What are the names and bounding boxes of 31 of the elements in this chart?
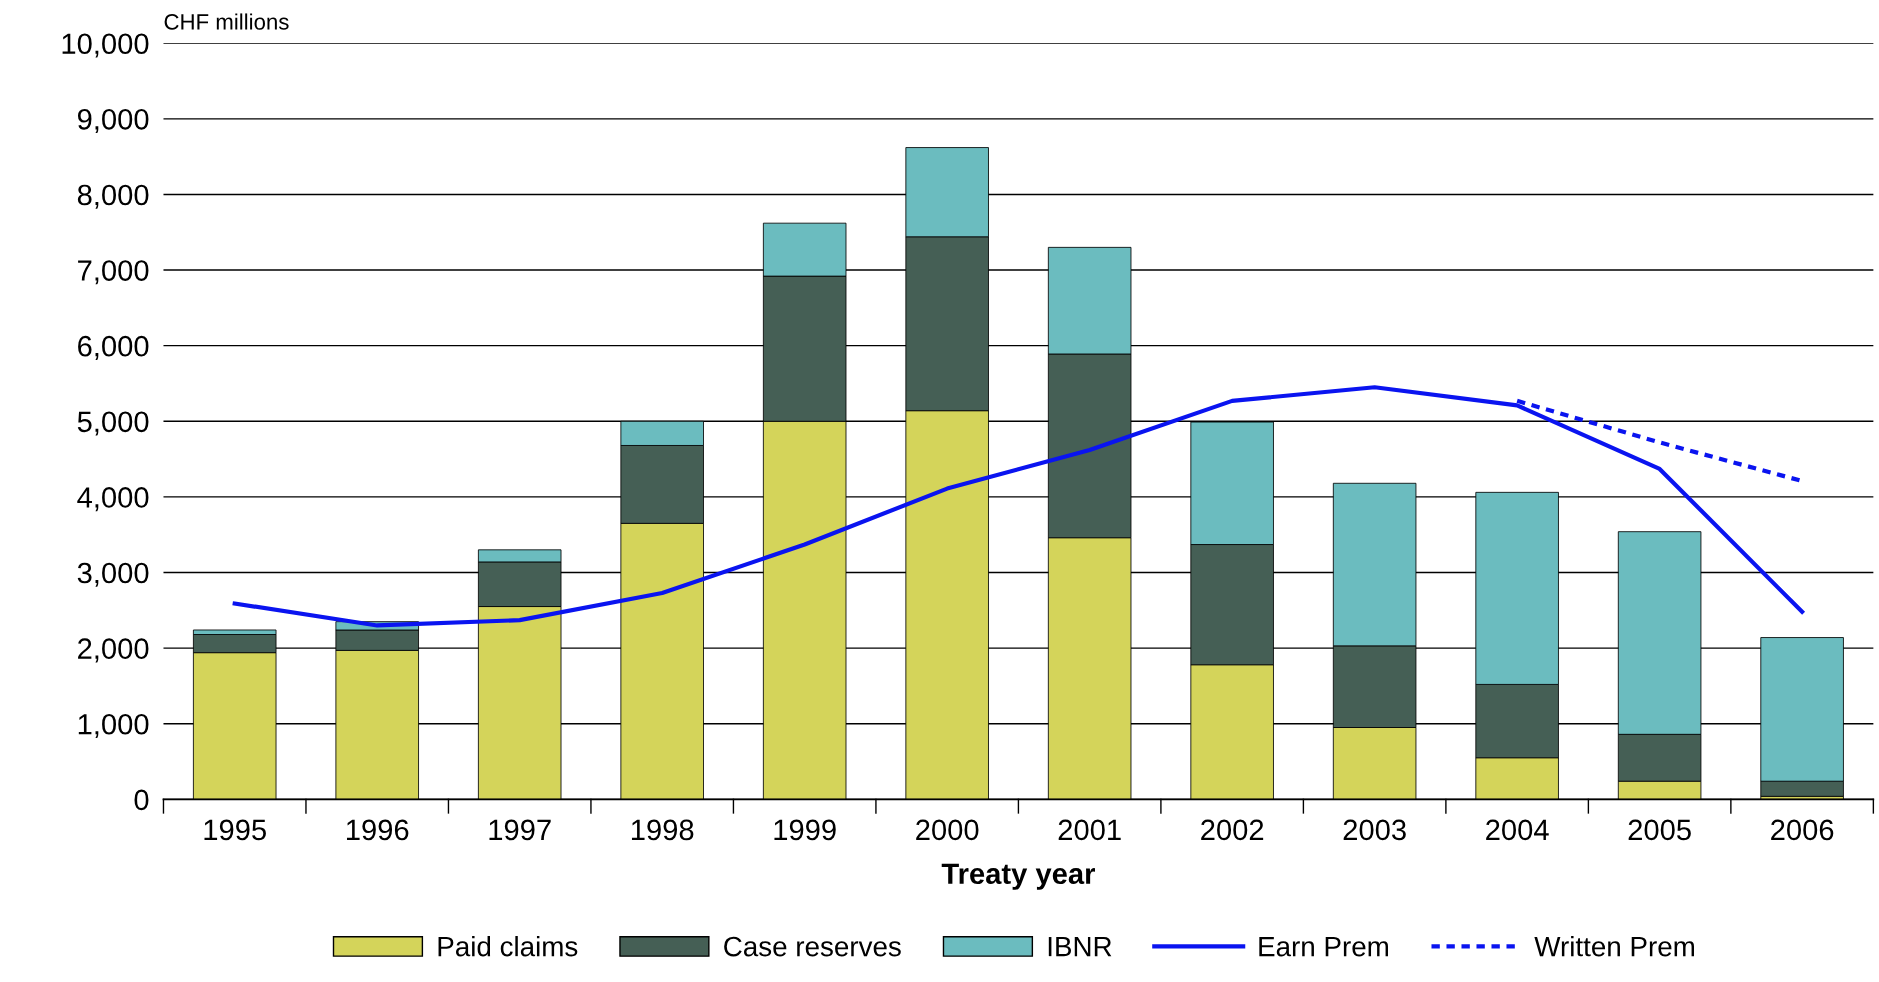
x-tick-label: 2000 [916, 819, 979, 841]
legend-label: Earn Prem [1259, 937, 1388, 957]
y-tick-label: 1,000 [78, 713, 149, 739]
y-tick-label: 6,000 [78, 335, 149, 360]
y-tick-label: 10,000 [62, 33, 149, 58]
x-tick-label: 2006 [1771, 819, 1834, 841]
legend-label: Written Prem [1534, 936, 1694, 957]
y-tick-label: 8,000 [77, 184, 149, 209]
x-tick-label: 1997 [489, 819, 551, 841]
legend-label: Paid claims [438, 936, 578, 957]
y-tick-label: 4,000 [77, 487, 149, 512]
x-tick-label: 2005 [1628, 819, 1691, 841]
x-tick-label: 2001 [1058, 819, 1121, 841]
x-tick-label: 2002 [1201, 819, 1264, 841]
y-tick-label: 3,000 [77, 562, 149, 587]
y-tick-label: 9,000 [77, 109, 149, 134]
y-tick-label: 2,000 [78, 638, 149, 663]
x-tick-label: 1995 [204, 819, 266, 841]
legend-label: IBNR [1048, 937, 1112, 957]
y-axis-title: CHF millions [164, 13, 289, 30]
y-tick-label: 0 [134, 789, 149, 811]
x-tick-label: 1998 [631, 819, 694, 841]
x-axis-title: Treaty year [941, 863, 1096, 890]
x-tick-label: 1999 [774, 819, 836, 841]
y-tick-label: 7,000 [78, 260, 149, 285]
x-tick-label: 2004 [1486, 819, 1549, 841]
x-tick-label: 1996 [346, 819, 409, 841]
x-tick-label: 2003 [1343, 819, 1406, 841]
y-tick-label: 5,000 [77, 411, 149, 436]
line-series [232, 385, 1805, 628]
legend-label: Case reserves [724, 936, 901, 957]
